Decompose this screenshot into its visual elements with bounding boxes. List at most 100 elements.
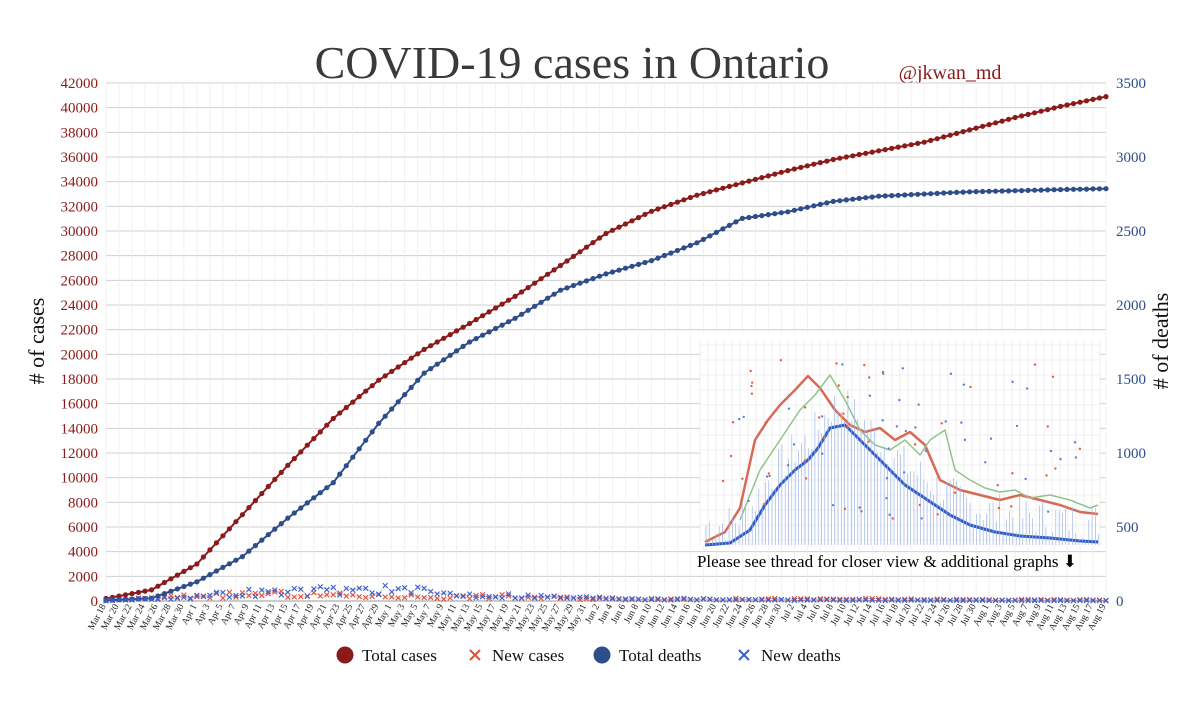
data-point	[1012, 188, 1018, 194]
data-point	[1096, 597, 1103, 604]
data-point	[538, 276, 544, 282]
data-point	[752, 597, 759, 603]
inset-point	[963, 438, 967, 442]
data-point	[207, 572, 213, 578]
data-point	[811, 597, 817, 603]
data-point	[681, 245, 687, 251]
data-point	[220, 564, 226, 571]
data-point	[914, 597, 921, 603]
data-point	[298, 586, 304, 592]
data-point	[545, 271, 551, 277]
data-point	[272, 587, 278, 593]
inset-point	[1054, 467, 1057, 470]
y-tick-left: 12000	[61, 446, 99, 462]
data-point	[330, 584, 337, 591]
data-point	[1070, 101, 1077, 107]
data-point	[401, 584, 408, 591]
data-point	[441, 335, 447, 341]
data-point	[1045, 187, 1051, 193]
data-point	[265, 588, 272, 595]
inset-point	[831, 504, 835, 507]
legend-label: Total deaths	[619, 646, 701, 665]
data-point	[362, 585, 369, 592]
inset-point	[944, 420, 947, 423]
data-point	[434, 339, 440, 345]
data-point	[505, 591, 512, 597]
data-point	[635, 596, 642, 602]
data-point	[317, 490, 323, 496]
data-point	[999, 597, 1005, 604]
data-point	[817, 201, 823, 207]
data-point	[518, 595, 525, 601]
data-point	[882, 597, 888, 604]
data-point	[694, 192, 700, 198]
data-point	[408, 384, 414, 391]
legend-marker	[469, 649, 481, 661]
data-point	[246, 592, 252, 599]
inset-thumbnail	[699, 335, 1101, 547]
data-point	[226, 594, 233, 600]
data-point	[285, 594, 291, 601]
data-point	[1070, 597, 1077, 604]
data-point	[285, 462, 291, 468]
inset-point	[1011, 472, 1014, 475]
data-point	[194, 592, 200, 599]
data-point	[428, 343, 434, 349]
data-point	[583, 278, 590, 284]
data-point	[888, 596, 895, 602]
data-point	[629, 263, 635, 269]
data-point	[337, 592, 343, 598]
data-point	[317, 429, 323, 435]
data-point	[194, 561, 200, 567]
data-point	[863, 150, 869, 156]
data-point	[466, 591, 473, 597]
data-point	[687, 242, 694, 248]
data-point	[713, 187, 720, 193]
inset-point	[1046, 510, 1050, 513]
inset-point	[822, 436, 825, 440]
data-point	[1032, 187, 1038, 193]
data-point	[382, 594, 388, 600]
inset-point	[881, 419, 884, 422]
data-point	[947, 132, 953, 138]
y-tick-left: 8000	[68, 495, 98, 511]
data-point	[506, 319, 512, 325]
data-point	[233, 557, 239, 563]
right-axis-label: # of deaths	[1148, 293, 1173, 390]
inset-point	[1011, 380, 1014, 384]
data-point	[720, 226, 726, 232]
data-point	[220, 595, 226, 601]
data-point	[681, 595, 687, 602]
data-point	[733, 182, 739, 188]
data-point	[707, 189, 713, 195]
y-tick-right: 1000	[1116, 446, 1146, 462]
inset-point	[1025, 387, 1029, 390]
data-point	[661, 596, 668, 603]
data-point	[746, 178, 752, 184]
data-point	[408, 355, 414, 361]
inset-point	[721, 479, 725, 483]
data-point	[278, 592, 285, 598]
data-point	[577, 249, 583, 255]
data-point	[499, 595, 505, 601]
inset-point	[960, 421, 963, 424]
data-point	[239, 593, 246, 599]
data-point	[1045, 107, 1051, 113]
data-point	[233, 592, 239, 599]
data-point	[369, 429, 375, 435]
data-point	[824, 596, 830, 603]
data-point	[350, 399, 356, 405]
inset-point	[888, 513, 891, 516]
data-point	[116, 597, 122, 603]
data-point	[161, 579, 167, 586]
data-point	[460, 324, 466, 330]
data-point	[642, 259, 648, 266]
y-tick-right: 3500	[1116, 76, 1146, 92]
data-point	[479, 591, 486, 598]
data-point	[655, 596, 661, 603]
inset-point	[731, 421, 735, 424]
data-point	[246, 505, 252, 511]
data-point	[622, 265, 629, 271]
data-point	[979, 596, 986, 603]
data-point	[791, 597, 798, 604]
